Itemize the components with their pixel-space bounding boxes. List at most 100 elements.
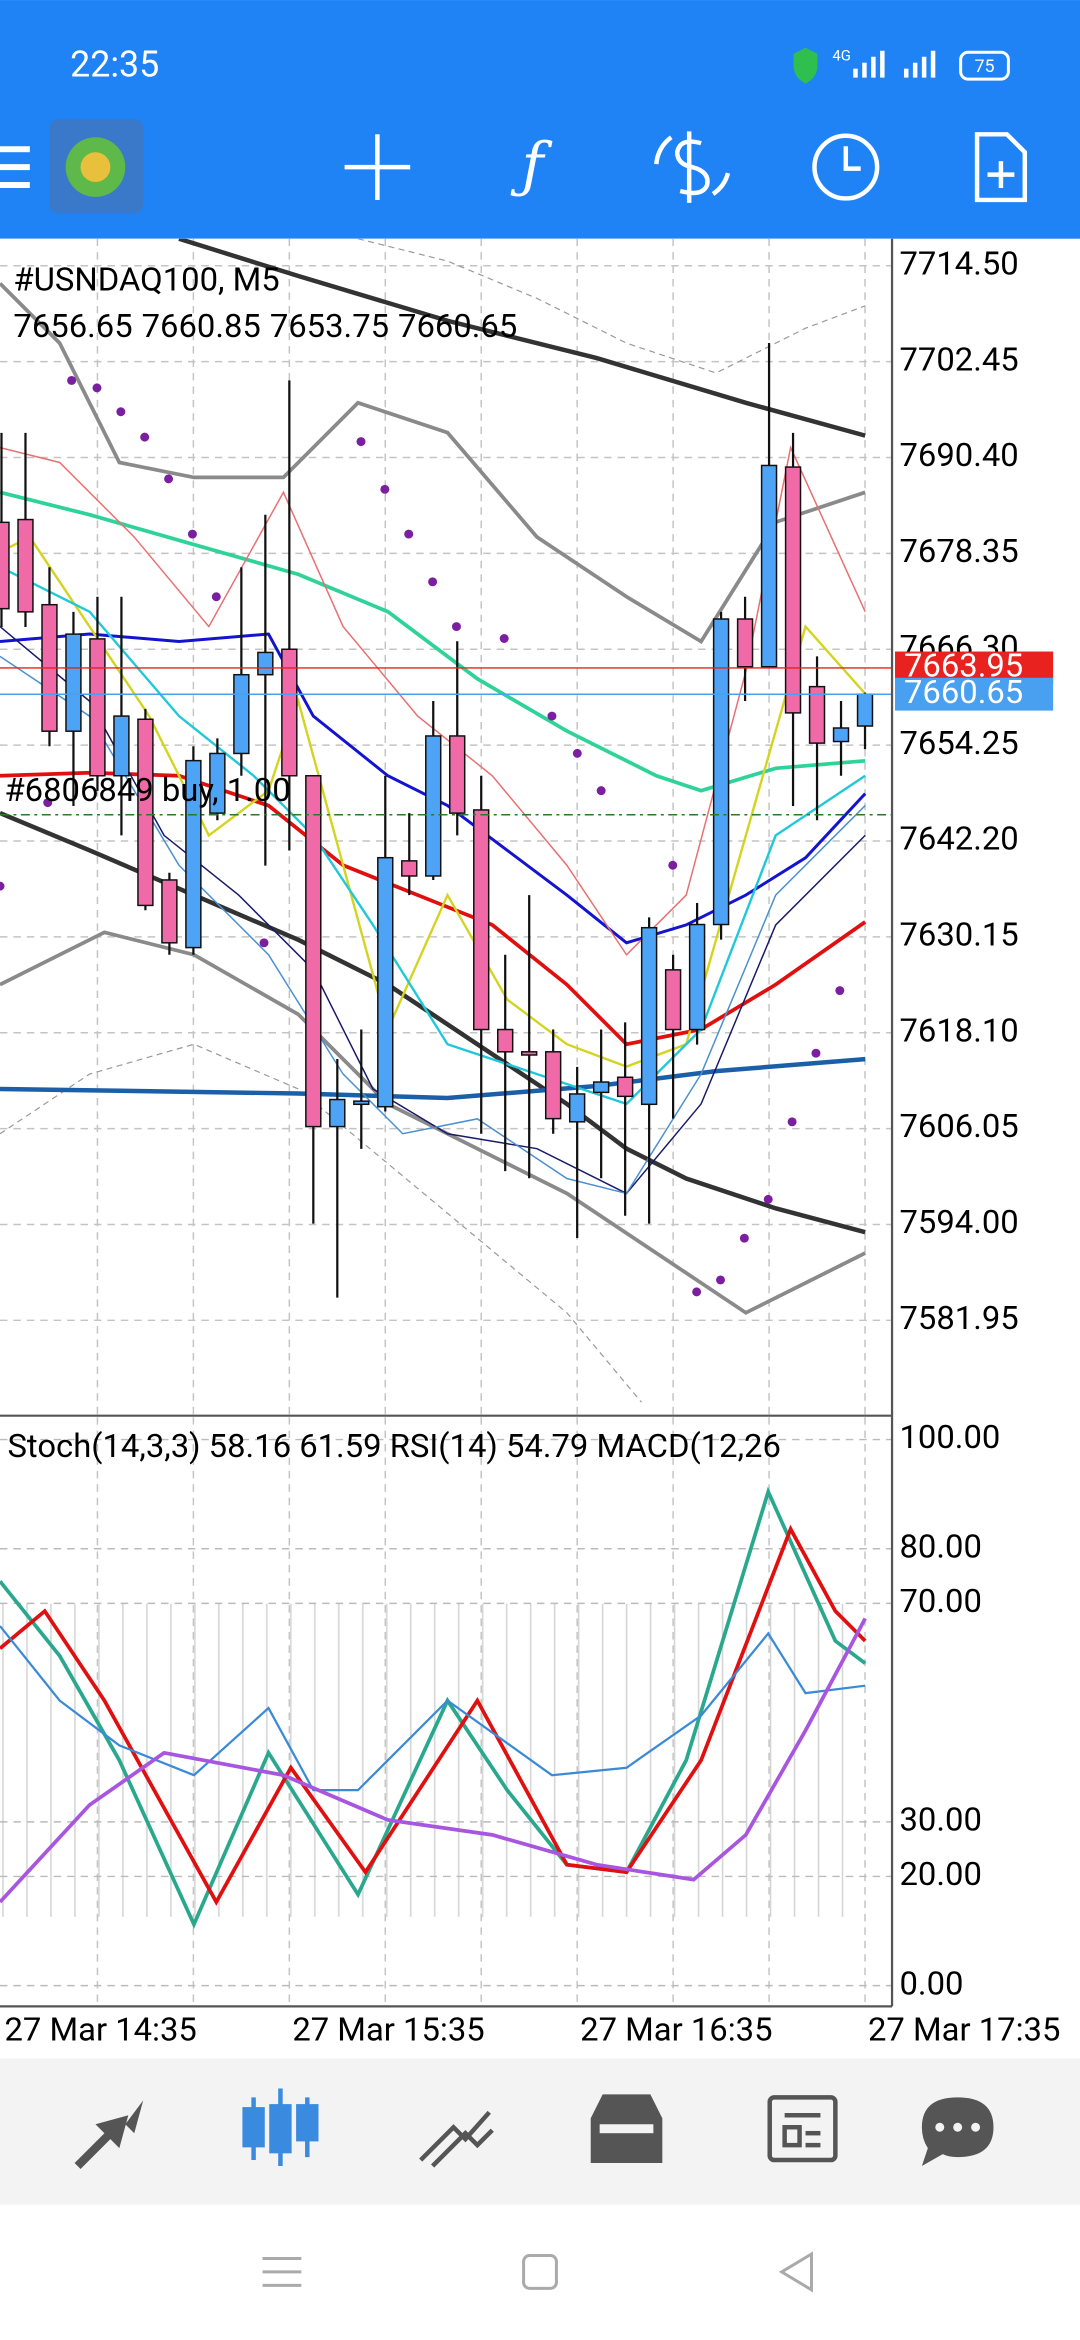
nav-home[interactable] [522, 2254, 558, 2290]
candle-body [520, 1051, 538, 1056]
candle-body [329, 1098, 346, 1128]
bid-price: 7660.65 [904, 674, 1023, 712]
trade-label: #6806849 buy, 1.00 [4, 772, 290, 810]
time-label: 27 Mar 14:35 [4, 2011, 196, 2049]
candle-body [497, 1028, 514, 1053]
price-tick-label: 7714.50 [900, 245, 1019, 283]
quotes-tab[interactable] [74, 2100, 144, 2169]
candle-body [568, 1093, 586, 1123]
price-tick-label: 7581.95 [900, 1300, 1019, 1338]
candle-body [233, 673, 250, 755]
chart-tab[interactable] [242, 2088, 319, 2167]
time-label: 27 Mar 17:35 [868, 2011, 1060, 2049]
candle-body [832, 727, 850, 743]
candle-body [401, 860, 418, 877]
history-tab[interactable] [590, 2094, 663, 2164]
price-tick-label: 7678.35 [900, 533, 1019, 571]
candle-body [425, 735, 442, 877]
candle-body [305, 774, 322, 1128]
indicator-tick-label: 0.00 [900, 1965, 964, 2003]
ohlc-high: 7660.85 [142, 308, 261, 346]
sar-dots [0, 375, 845, 1297]
trade-button[interactable] [654, 131, 731, 203]
indicator-tick-label: 80.00 [900, 1528, 982, 1566]
candle-body [760, 464, 778, 668]
candles [0, 342, 893, 1298]
candle-body [113, 715, 130, 777]
candle-body [856, 693, 874, 727]
network-type: 4G [832, 47, 851, 65]
time-label: 27 Mar 16:35 [580, 2011, 772, 2049]
candle-body [640, 926, 658, 1106]
candle-body [185, 759, 202, 949]
indicator-tick-label: 70.00 [900, 1583, 982, 1621]
candle-body [161, 879, 178, 944]
candle-body [544, 1051, 562, 1120]
ohlc-low: 7653.75 [270, 308, 389, 346]
ohlc-open: 7656.65 [13, 308, 132, 346]
candle-body [784, 466, 802, 714]
candle-body [808, 685, 826, 744]
candle-body [736, 618, 754, 668]
nav-menu[interactable] [262, 2257, 302, 2287]
ohlc-close: 7660.65 [398, 308, 517, 346]
pane-grid [0, 1417, 893, 2007]
price-tick-label: 7654.25 [900, 725, 1019, 763]
main-grid [0, 238, 893, 1415]
price-tick-label: 7642.20 [900, 821, 1019, 859]
status-time: 22:35 [70, 44, 159, 86]
candle-body [592, 1081, 610, 1094]
candle-body [449, 735, 466, 814]
candle-body [353, 1100, 370, 1106]
price-tick-label: 7690.40 [900, 437, 1019, 475]
app-logo[interactable] [49, 119, 144, 214]
timeframe-button[interactable] [812, 133, 880, 201]
candle-body [17, 518, 34, 613]
symbol-label: #USNDAQ100, M5 [13, 262, 279, 300]
top-bar [0, 0, 1080, 239]
price-axis: 7714.507702.457690.407678.357666.307654.… [895, 245, 1054, 1338]
crosshair-button[interactable] [344, 134, 411, 200]
candle-body [209, 752, 226, 814]
candle-body [0, 521, 10, 610]
news-tab[interactable] [767, 2095, 838, 2163]
price-tick-label: 7630.15 [900, 917, 1019, 955]
nav-bar [0, 2204, 1080, 2340]
price-tick-label: 7618.10 [900, 1012, 1019, 1050]
candle-body [712, 618, 730, 926]
battery-level: 75 [974, 56, 994, 77]
time-label: 27 Mar 15:35 [292, 2011, 484, 2049]
bid-badge [895, 677, 1054, 711]
candle-body [473, 809, 490, 1031]
nav-back[interactable] [778, 2251, 813, 2293]
oscillator-lines [0, 1486, 867, 1929]
price-tick-label: 7594.00 [900, 1204, 1019, 1242]
indicator-axis: 100.00 80.00 70.00 30.00 20.00 0.00 [900, 1419, 1001, 2003]
indicator-tick-label: 100.00 [900, 1419, 1001, 1457]
indicator-label: Stoch(14,3,3) 58.16 61.59 RSI(14) 54.79 … [7, 1428, 780, 1466]
price-tick-label: 7702.45 [900, 341, 1019, 379]
bottom-toolbar [0, 2058, 1080, 2205]
indicator-tick-label: 20.00 [900, 1856, 982, 1894]
candle-body [137, 718, 154, 907]
candle-body [377, 856, 394, 1108]
price-tick-label: 7606.05 [900, 1108, 1019, 1146]
ohlc-label: 7656.65 7660.85 7653.75 7660.65 [13, 308, 517, 346]
indicator-tick-label: 30.00 [900, 1801, 982, 1839]
candle-body [281, 648, 298, 777]
trade-tab[interactable] [419, 2110, 494, 2168]
candle-body [257, 651, 274, 676]
macd-histogram [0, 1603, 866, 1917]
candle-body [65, 633, 82, 732]
new-order-button[interactable] [974, 132, 1028, 203]
status-icons: 4G 75 [793, 47, 1010, 84]
candle-body [664, 969, 682, 1031]
candle-body [89, 638, 106, 777]
candle-body [616, 1076, 634, 1098]
candle-body [688, 923, 706, 1031]
menu-button[interactable] [0, 146, 30, 189]
chat-tab[interactable] [921, 2097, 994, 2167]
time-axis: 27 Mar 14:35 27 Mar 15:35 27 Mar 16:35 27 M… [4, 2011, 1060, 2049]
